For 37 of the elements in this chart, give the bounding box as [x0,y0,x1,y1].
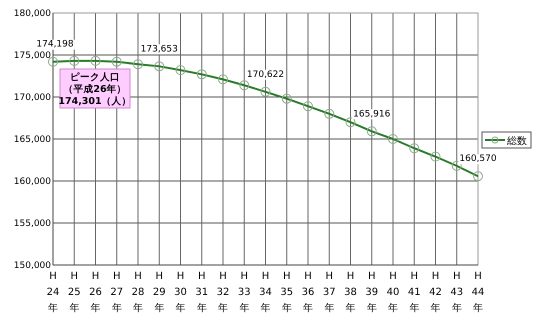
x-tick-label: H 43 年 [450,271,464,314]
annotation: （平成26年） [63,83,127,95]
y-tick-label: 165,000 [14,135,52,145]
x-tick-label: H 44 年 [472,271,484,314]
x-tick-label: H 37 年 [322,271,336,314]
x-tick-label: H 27 年 [110,271,124,314]
legend-label: 総数 [506,135,527,147]
y-tick-label: 150,000 [14,261,52,271]
data-label: 174,198 [36,40,74,50]
y-tick-label: 170,000 [14,93,52,103]
x-tick-label: H 41 年 [408,271,421,314]
x-tick-label: H 40 年 [386,271,400,314]
x-tick-label: H 36 年 [302,271,314,314]
data-label: 173,653 [140,44,178,54]
y-tick-label: 180,000 [14,9,52,19]
x-tick-label: H 42 年 [429,271,442,314]
data-label: 160,570 [459,154,497,164]
x-tick-label: H 32 年 [216,271,230,314]
annotation: 174,301（人） [58,95,132,107]
x-tick-label: H 34 年 [259,271,272,314]
x-tick-label: H 35 年 [280,271,294,314]
x-tick-label: H 33 年 [238,271,251,314]
x-tick-label: H 38 年 [344,271,357,314]
x-tick-label: H 24 年 [46,271,60,314]
x-tick-label: H 25 年 [68,271,81,314]
x-tick-label: H 29 年 [152,271,166,314]
annotation: ピーク人口 [70,71,120,83]
x-tick-label: H 31 年 [195,271,208,314]
data-label: 165,916 [353,109,391,120]
y-tick-label: 155,000 [14,219,52,229]
x-tick-label: H 30 年 [174,271,187,314]
y-tick-label: 175,000 [14,51,52,61]
y-tick-label: 160,000 [14,177,52,187]
x-tick-label: H 26 年 [89,271,102,314]
x-tick-label: H 28 年 [132,271,144,314]
x-tick-label: H 39 年 [365,271,378,314]
data-label: 170,622 [246,70,284,80]
